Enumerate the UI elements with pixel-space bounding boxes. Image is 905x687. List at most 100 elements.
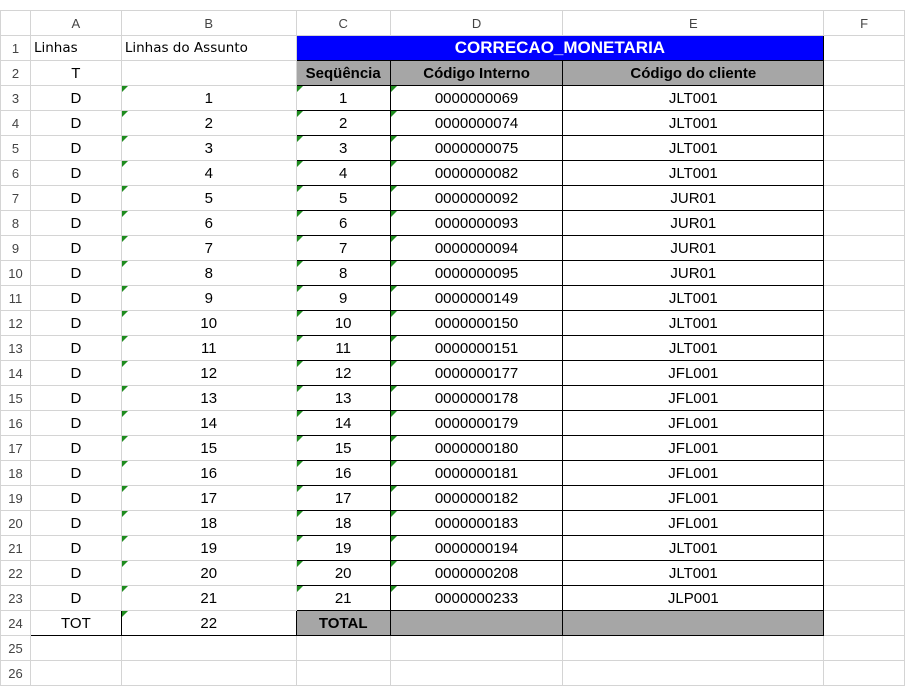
cell-D2[interactable]: Código Interno (389, 60, 564, 86)
cell-D17[interactable]: 0000000180 (389, 435, 564, 461)
cell-D22[interactable]: 0000000208 (389, 560, 564, 586)
cell-B20[interactable]: 18 (120, 510, 297, 536)
cell-F8[interactable] (823, 210, 905, 236)
row-header[interactable]: 16 (0, 410, 31, 436)
cell-F18[interactable] (823, 460, 905, 486)
cell-D6[interactable]: 0000000082 (389, 160, 564, 186)
cell-B6[interactable]: 4 (120, 160, 297, 186)
cell-F16[interactable] (823, 410, 905, 436)
cell-C7[interactable]: 5 (295, 185, 391, 211)
cell-F25[interactable] (823, 635, 905, 661)
cell-E15[interactable]: JFL001 (562, 385, 825, 411)
row-header[interactable]: 22 (0, 560, 31, 586)
cell-F15[interactable] (823, 385, 905, 411)
row-header[interactable]: 12 (0, 310, 31, 336)
cell-D4[interactable]: 0000000074 (389, 110, 564, 136)
cell-A2[interactable]: T (29, 60, 122, 86)
cell-C18[interactable]: 16 (295, 460, 391, 486)
cell-A20[interactable]: D (29, 510, 122, 536)
cell-F2[interactable] (823, 60, 905, 86)
cell-C25[interactable] (295, 635, 391, 661)
row-header[interactable]: 4 (0, 110, 31, 136)
cell-B2[interactable] (120, 60, 297, 86)
cell-E13[interactable]: JLT001 (562, 335, 825, 361)
cell-A15[interactable]: D (29, 385, 122, 411)
cell-D13[interactable]: 0000000151 (389, 335, 564, 361)
row-header[interactable]: 14 (0, 360, 31, 386)
row-header[interactable]: 26 (0, 660, 31, 686)
cell-E16[interactable]: JFL001 (562, 410, 825, 436)
row-header[interactable]: 24 (0, 610, 31, 636)
row-header[interactable]: 18 (0, 460, 31, 486)
spreadsheet-grid[interactable]: A B C D E F 1 Linhas Linhas do Assunto CORRECAO_M… (0, 10, 905, 686)
cell-D7[interactable]: 0000000092 (389, 185, 564, 211)
row-header[interactable]: 1 (0, 35, 31, 61)
cell-A6[interactable]: D (29, 160, 122, 186)
cell-C9[interactable]: 7 (295, 235, 391, 261)
row-header[interactable]: 23 (0, 585, 31, 611)
cell-E23[interactable]: JLP001 (562, 585, 825, 611)
cell-C2[interactable]: Seqüência (295, 60, 391, 86)
cell-F5[interactable] (823, 135, 905, 161)
cell-title-merged[interactable]: CORRECAO_MONETARIA (295, 35, 825, 61)
cell-E18[interactable]: JFL001 (562, 460, 825, 486)
cell-E11[interactable]: JLT001 (562, 285, 825, 311)
row-header[interactable]: 19 (0, 485, 31, 511)
cell-B3[interactable]: 1 (120, 85, 297, 111)
cell-F7[interactable] (823, 185, 905, 211)
cell-A26[interactable] (29, 660, 122, 686)
row-header[interactable]: 15 (0, 385, 31, 411)
cell-B4[interactable]: 2 (120, 110, 297, 136)
cell-E20[interactable]: JFL001 (562, 510, 825, 536)
cell-C5[interactable]: 3 (295, 135, 391, 161)
cell-B13[interactable]: 11 (120, 335, 297, 361)
cell-E24[interactable] (562, 610, 825, 636)
cell-A11[interactable]: D (29, 285, 122, 311)
cell-B21[interactable]: 19 (120, 535, 297, 561)
row-header[interactable]: 5 (0, 135, 31, 161)
cell-F17[interactable] (823, 435, 905, 461)
cell-C6[interactable]: 4 (295, 160, 391, 186)
cell-C13[interactable]: 11 (295, 335, 391, 361)
row-header[interactable]: 20 (0, 510, 31, 536)
cell-B9[interactable]: 7 (120, 235, 297, 261)
cell-B17[interactable]: 15 (120, 435, 297, 461)
cell-C19[interactable]: 17 (295, 485, 391, 511)
row-header[interactable]: 6 (0, 160, 31, 186)
cell-E17[interactable]: JFL001 (562, 435, 825, 461)
row-header[interactable]: 2 (0, 60, 31, 86)
cell-A13[interactable]: D (29, 335, 122, 361)
cell-E26[interactable] (562, 660, 825, 686)
cell-A4[interactable]: D (29, 110, 122, 136)
cell-A22[interactable]: D (29, 560, 122, 586)
cell-B19[interactable]: 17 (120, 485, 297, 511)
cell-A24[interactable]: TOT (29, 610, 122, 636)
cell-D15[interactable]: 0000000178 (389, 385, 564, 411)
cell-F4[interactable] (823, 110, 905, 136)
cell-C4[interactable]: 2 (295, 110, 391, 136)
cell-D24[interactable] (389, 610, 564, 636)
row-header[interactable]: 17 (0, 435, 31, 461)
cell-C23[interactable]: 21 (295, 585, 391, 611)
cell-E10[interactable]: JUR01 (562, 260, 825, 286)
row-header[interactable]: 7 (0, 185, 31, 211)
cell-E21[interactable]: JLT001 (562, 535, 825, 561)
column-header-C[interactable]: C (295, 10, 391, 36)
column-header-E[interactable]: E (562, 10, 825, 36)
cell-F11[interactable] (823, 285, 905, 311)
cell-D3[interactable]: 0000000069 (389, 85, 564, 111)
cell-D12[interactable]: 0000000150 (389, 310, 564, 336)
cell-C17[interactable]: 15 (295, 435, 391, 461)
cell-A18[interactable]: D (29, 460, 122, 486)
cell-C10[interactable]: 8 (295, 260, 391, 286)
cell-E12[interactable]: JLT001 (562, 310, 825, 336)
row-header[interactable]: 8 (0, 210, 31, 236)
cell-F3[interactable] (823, 85, 905, 111)
cell-E14[interactable]: JFL001 (562, 360, 825, 386)
cell-A14[interactable]: D (29, 360, 122, 386)
column-header-B[interactable]: B (120, 10, 297, 36)
cell-C20[interactable]: 18 (295, 510, 391, 536)
cell-A9[interactable]: D (29, 235, 122, 261)
cell-E25[interactable] (562, 635, 825, 661)
cell-F21[interactable] (823, 535, 905, 561)
